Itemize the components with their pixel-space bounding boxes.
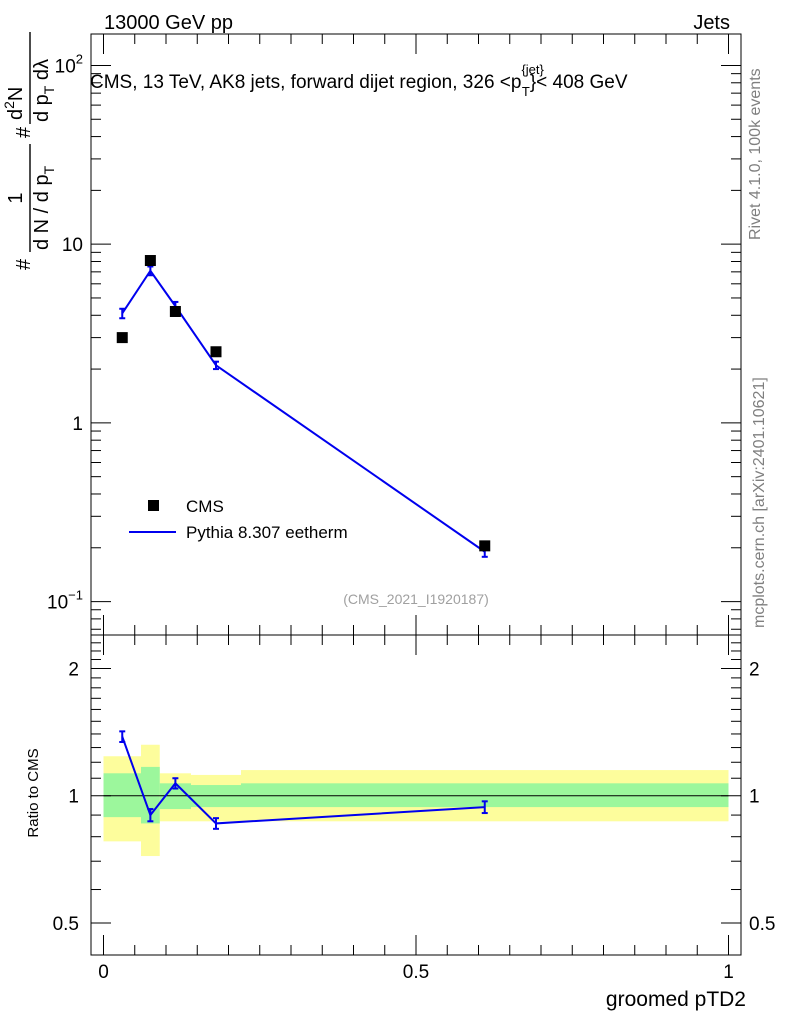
- ratio-series-layer: [119, 730, 488, 830]
- cms-data-point: [116, 332, 128, 344]
- ratio-y-tick-label-right: 0.5: [749, 914, 775, 935]
- main-y-tick-label: 1: [72, 414, 83, 435]
- main-y-axis-label: # 1 d N / d pT # d2N d pT dλ: [1, 32, 57, 270]
- main-plot-frame: [90, 33, 742, 636]
- x-tick-label: 0: [98, 962, 109, 983]
- main-y-tick-label: 10−1: [47, 588, 83, 614]
- main-series-layer: [116, 255, 491, 558]
- cms-data-point: [479, 540, 491, 552]
- ratio-y-tick-label: 0.5: [53, 914, 79, 935]
- energy-label: 13000 GeV pp: [104, 12, 233, 34]
- ratio-axes: 0.5 0.5 1 1 2 2 0 0.5 1: [53, 635, 775, 983]
- svg-text:#: #: [13, 126, 35, 138]
- jets-label: Jets: [693, 12, 730, 34]
- ratio-y-tick-label: 2: [68, 659, 79, 680]
- x-tick-label: 1: [723, 962, 734, 983]
- ratio-inner-band: [103, 773, 141, 818]
- ratio-y-axis-label: Ratio to CMS: [25, 748, 42, 837]
- ratio-uncertainty-bands: [103, 744, 729, 857]
- ratio-y-tick-label: 1: [68, 787, 79, 808]
- ratio-plot-panel: 0.5 0.5 1 1 2 2 0 0.5 1 Ratio to CMS groomed pTD…: [25, 634, 775, 1011]
- legend-cms-marker: [148, 500, 159, 511]
- legend-cms-label: CMS: [186, 497, 224, 516]
- main-y-axis: 10−1 1 10 102: [47, 34, 741, 635]
- svg-text:d2N: d2N: [1, 87, 27, 120]
- mcplots-label: mcplots.cern.ch [arXiv:2401.10621]: [751, 377, 768, 628]
- analysis-tag: (CMS_2021_I1920187): [343, 591, 489, 607]
- svg-text:#: #: [13, 258, 35, 270]
- main-plot-panel: 10−1 1 10 102 CMS, 13 TeV, AK8 jets, forwar…: [1, 32, 742, 636]
- x-tick-label: 0.5: [403, 962, 429, 983]
- svg-text:d pT dλ: d pT dλ: [31, 59, 57, 122]
- main-y-tick-label: 102: [55, 51, 83, 77]
- legend: CMS Pythia 8.307 eetherm: [129, 497, 348, 542]
- ratio-y-tick-label-right: 1: [749, 787, 760, 808]
- main-title: CMS, 13 TeV, AK8 jets, forward dijet reg…: [90, 62, 628, 99]
- legend-pythia-label: Pythia 8.307 eetherm: [186, 523, 348, 542]
- svg-text:d N / d pT: d N / d pT: [31, 165, 57, 250]
- ratio-y-tick-label-right: 2: [749, 659, 760, 680]
- cms-data-point: [210, 346, 222, 358]
- svg-text:1: 1: [5, 192, 27, 203]
- x-axis-label: groomed pTD2: [606, 988, 746, 1011]
- cms-data-point: [169, 305, 181, 317]
- cms-data-point: [144, 255, 156, 267]
- main-y-tick-label: 10: [62, 235, 83, 256]
- ratio-inner-band: [241, 783, 729, 808]
- ratio-plot-frame: [90, 634, 742, 956]
- rivet-version-label: Rivet 4.1.0, 100k events: [747, 68, 764, 240]
